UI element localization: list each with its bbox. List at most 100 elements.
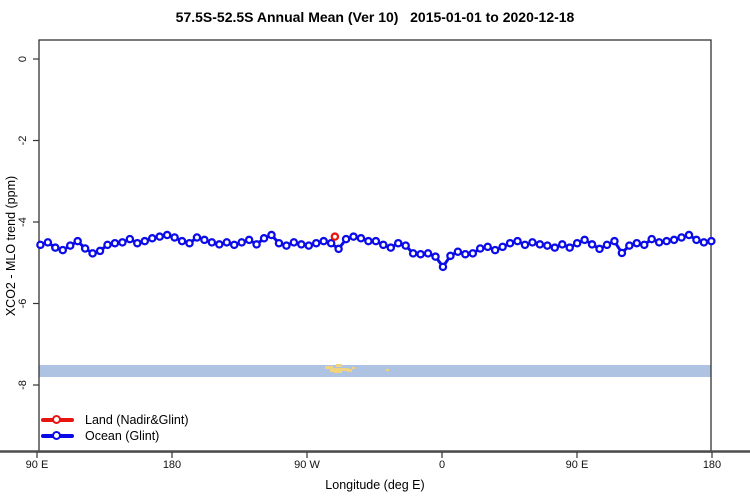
x-tick-label: 90 E xyxy=(26,459,49,471)
ocean-data-point xyxy=(625,241,634,250)
ocean-data-point xyxy=(95,246,105,256)
ocean-data-point xyxy=(192,233,202,242)
ocean-data-point xyxy=(558,240,567,249)
ocean-data-point xyxy=(170,233,179,242)
map-strip-land-patch xyxy=(334,371,342,373)
ocean-data-point xyxy=(155,232,164,241)
ocean-data-point xyxy=(423,249,433,258)
ocean-data-point xyxy=(707,236,716,246)
ocean-data-point xyxy=(647,234,656,244)
ocean-data-point xyxy=(43,238,53,247)
ocean-data-point xyxy=(379,240,388,250)
ocean-data-point xyxy=(177,236,187,246)
land-series-marker-icon xyxy=(41,412,74,427)
ocean-data-point xyxy=(110,238,120,248)
map-strip-land-patch xyxy=(330,368,342,372)
ocean-data-point xyxy=(446,251,455,261)
map-strip-land-patch xyxy=(336,364,342,367)
ocean-data-point xyxy=(215,240,224,249)
map-strip-land-patch xyxy=(386,369,389,371)
ocean-data-point xyxy=(416,249,425,259)
map-strip-land-patch xyxy=(347,369,352,372)
ocean-data-point xyxy=(289,238,299,247)
ocean-data-point xyxy=(632,238,642,248)
y-tick-label: -2 xyxy=(17,136,29,146)
chart-title: 57.5S-52.5S Annual Mean (Ver 10) 2015-01… xyxy=(175,9,575,25)
ocean-series-marker-icon xyxy=(41,428,74,443)
ocean-data-point xyxy=(565,243,574,252)
ocean-data-point xyxy=(699,238,709,247)
ocean-data-point xyxy=(513,236,522,246)
ocean-data-point xyxy=(684,230,694,240)
ocean-data-point xyxy=(386,243,396,252)
ocean-data-point xyxy=(408,249,418,258)
ocean-data-point xyxy=(550,243,560,252)
ocean-data-point xyxy=(125,234,135,244)
map-strip-land-patch xyxy=(352,367,355,369)
ocean-data-point xyxy=(252,240,261,249)
legend-label-ocean: Ocean (Glint) xyxy=(85,428,160,443)
ocean-data-point xyxy=(528,238,537,247)
ocean-data-point xyxy=(133,238,142,248)
ocean-data-point xyxy=(475,244,485,253)
ocean-data-point xyxy=(669,235,679,245)
map-strip-land-patch xyxy=(325,366,333,369)
ocean-data-point xyxy=(595,244,604,254)
ocean-data-point xyxy=(431,252,440,261)
ocean-data-point xyxy=(393,238,403,248)
ocean-data-point xyxy=(259,234,269,243)
ocean-data-point xyxy=(319,236,328,246)
ocean-data-point xyxy=(282,241,291,250)
ocean-data-point xyxy=(103,240,112,250)
ocean-data-point xyxy=(356,234,366,243)
ocean-data-point xyxy=(364,236,373,246)
ocean-data-point xyxy=(36,240,45,250)
ocean-data-point xyxy=(244,235,254,245)
x-tick-label: 0 xyxy=(439,459,445,471)
ocean-data-point xyxy=(602,240,612,250)
ocean-data-point xyxy=(207,238,217,247)
legend-item-land: Land (Nadir&Glint) xyxy=(41,412,189,427)
ocean-data-point xyxy=(640,240,649,250)
ocean-data-point xyxy=(490,245,500,255)
ocean-data-point xyxy=(267,230,276,240)
y-tick-label: -6 xyxy=(17,299,29,309)
ocean-data-point xyxy=(610,236,619,246)
ocean-data-point xyxy=(677,233,686,242)
ocean-data-point xyxy=(535,240,545,249)
ocean-data-point xyxy=(453,247,463,256)
y-tick-label: -8 xyxy=(17,380,29,390)
ocean-data-point xyxy=(118,238,127,247)
ocean-data-point xyxy=(572,238,582,248)
ocean-data-point xyxy=(692,235,701,245)
ocean-data-point xyxy=(341,234,351,244)
ocean-data-point xyxy=(505,238,515,248)
ocean-data-point xyxy=(88,249,97,258)
ocean-data-point xyxy=(654,238,664,247)
ocean-data-point xyxy=(222,238,232,247)
ocean-data-point xyxy=(326,238,336,248)
ocean-data-point xyxy=(140,236,150,246)
ocean-data-point xyxy=(349,232,358,241)
map-strip-land-patch xyxy=(341,368,349,371)
ocean-data-point xyxy=(334,244,343,254)
map-strip-ocean xyxy=(39,365,711,377)
ocean-data-point xyxy=(229,240,239,250)
ocean-data-point xyxy=(51,243,60,252)
ocean-data-point xyxy=(147,234,157,243)
ocean-data-point xyxy=(65,241,75,250)
ocean-data-point xyxy=(73,236,82,246)
ocean-data-point xyxy=(80,244,90,253)
ocean-data-point xyxy=(543,241,552,250)
x-tick-label: 180 xyxy=(163,459,181,471)
x-tick-label: 180 xyxy=(703,459,721,471)
ocean-data-point xyxy=(311,238,321,248)
ocean-data-point xyxy=(297,240,306,249)
ocean-data-point xyxy=(580,235,589,245)
ocean-data-point xyxy=(498,242,507,252)
ocean-data-point xyxy=(662,236,671,246)
ocean-data-point xyxy=(520,240,530,250)
x-tick-label: 90 E xyxy=(566,459,589,471)
